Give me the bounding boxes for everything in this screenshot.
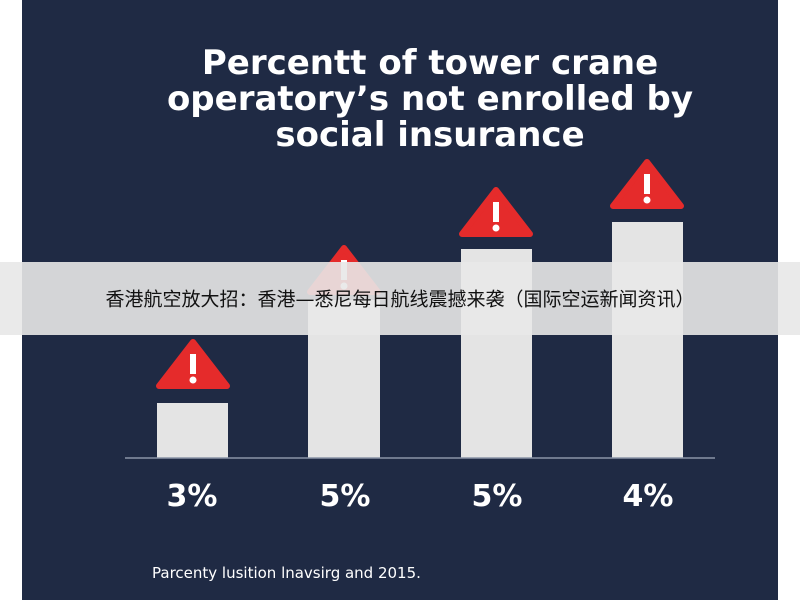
banner-text: 香港航空放大招：香港—悉尼每日航线震撼来袭（国际空运新闻资讯） [105,289,694,311]
title-line: operatory’s not enrolled by [167,79,693,119]
warning-icon [610,159,684,209]
bar [157,403,228,458]
warning-icon [156,339,230,389]
bar-label: 5% [472,479,523,514]
bar-label: 3% [167,479,218,514]
title-line: social insurance [275,115,584,155]
warning-icon [459,187,533,237]
title-line: Percentt of tower crane [202,43,658,83]
bar-label: 4% [623,479,674,514]
bar [612,222,683,458]
banner-bg [0,262,800,335]
footnote: Parcenty lusition lnavsirg and 2015. [152,564,421,582]
bar-label: 5% [320,479,371,514]
